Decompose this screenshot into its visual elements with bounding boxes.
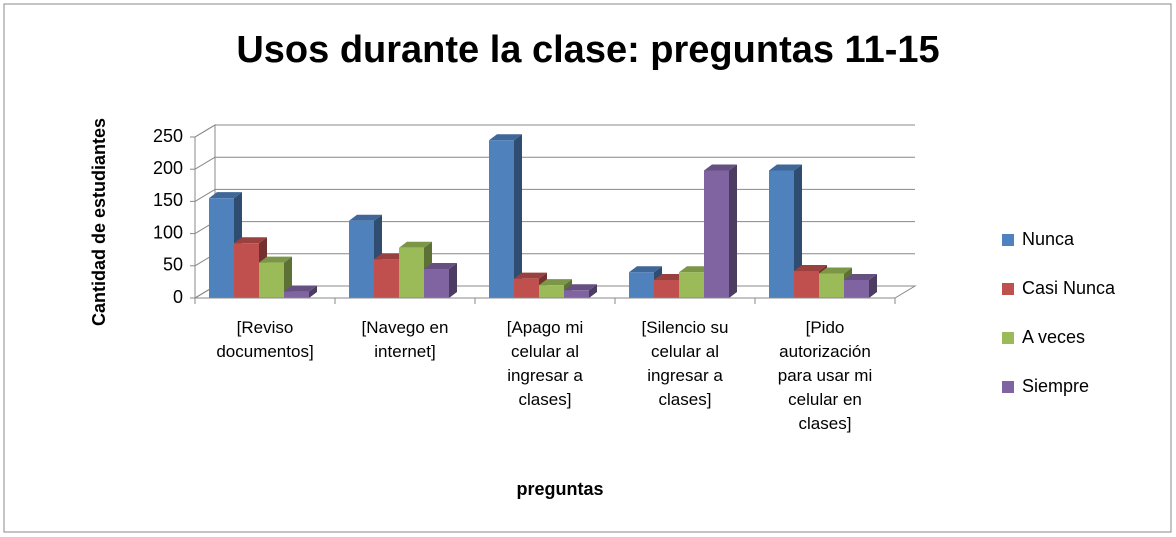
y-axis-label: Cantidad de estudiantes bbox=[89, 118, 109, 326]
bar bbox=[259, 262, 284, 298]
bar-top bbox=[489, 134, 522, 141]
bar-top bbox=[349, 214, 382, 221]
legend-label: A veces bbox=[1022, 327, 1085, 347]
bar-top bbox=[679, 266, 712, 273]
bar bbox=[209, 198, 234, 298]
legend-label: Siempre bbox=[1022, 376, 1089, 396]
grid-line bbox=[194, 188, 216, 202]
bar-top bbox=[399, 241, 432, 248]
bar-top bbox=[794, 264, 827, 271]
bar-side bbox=[589, 284, 597, 298]
bar-top bbox=[819, 267, 852, 274]
y-tick-label: 200 bbox=[153, 158, 183, 178]
bar bbox=[704, 170, 729, 298]
chart-title: Usos durante la clase: preguntas 11-15 bbox=[236, 29, 939, 71]
bar bbox=[539, 285, 564, 298]
bar-top bbox=[424, 263, 457, 270]
bar-side bbox=[514, 134, 522, 298]
bar bbox=[234, 243, 259, 298]
x-tick-label: [Silencio su celular al ingresar a clase… bbox=[641, 318, 729, 409]
bar-top bbox=[704, 164, 737, 171]
bar bbox=[844, 279, 869, 298]
grid-line bbox=[194, 124, 216, 138]
legend-swatch bbox=[1002, 234, 1014, 246]
y-tick-label: 250 bbox=[153, 126, 183, 146]
legend-swatch bbox=[1002, 381, 1014, 393]
bar bbox=[284, 291, 309, 298]
bar bbox=[374, 259, 399, 298]
legend-label: Nunca bbox=[1022, 229, 1075, 249]
bar-top bbox=[539, 279, 572, 286]
bar-top bbox=[629, 266, 662, 273]
bar bbox=[424, 269, 449, 298]
bar-side bbox=[794, 164, 802, 298]
legend-swatch bbox=[1002, 332, 1014, 344]
chart-border bbox=[3, 3, 1172, 533]
x-tick-label: [Navego en internet] bbox=[361, 318, 449, 361]
bar-top bbox=[374, 253, 407, 260]
y-tick-label: 150 bbox=[153, 190, 183, 210]
bar bbox=[629, 272, 654, 298]
bar-top bbox=[844, 273, 877, 280]
bar-side bbox=[729, 164, 737, 298]
bar-top bbox=[284, 285, 317, 292]
y-tick-label: 0 bbox=[173, 287, 183, 307]
bar bbox=[399, 247, 424, 298]
bar bbox=[349, 220, 374, 298]
bar bbox=[564, 290, 589, 298]
bar-top bbox=[234, 237, 267, 244]
x-tick-label: [Reviso documentos] bbox=[216, 318, 314, 361]
bar-top bbox=[209, 192, 242, 199]
bar bbox=[489, 140, 514, 298]
bar-top bbox=[259, 256, 292, 263]
legend-swatch bbox=[1002, 283, 1014, 295]
bar-top bbox=[564, 284, 597, 291]
legend-label: Casi Nunca bbox=[1022, 278, 1116, 298]
y-tick-label: 100 bbox=[153, 222, 183, 242]
bar-side bbox=[869, 273, 877, 298]
x-tick-label: [Pido autorización para usar mi celular … bbox=[777, 318, 873, 433]
bar-top bbox=[514, 272, 547, 279]
y-tick-label: 50 bbox=[163, 255, 183, 275]
bar bbox=[514, 278, 539, 298]
x-axis-label: preguntas bbox=[516, 479, 603, 499]
bar-top bbox=[769, 164, 802, 171]
bar-top bbox=[654, 273, 687, 280]
bar-side bbox=[449, 263, 457, 298]
bar bbox=[819, 273, 844, 298]
bar-side bbox=[309, 285, 317, 298]
bar bbox=[654, 279, 679, 298]
bar bbox=[769, 170, 794, 298]
bar bbox=[679, 272, 704, 298]
bar bbox=[794, 270, 819, 298]
grid-line bbox=[194, 156, 216, 170]
x-tick-label: [Apago mi celular al ingresar a clases] bbox=[506, 318, 584, 409]
